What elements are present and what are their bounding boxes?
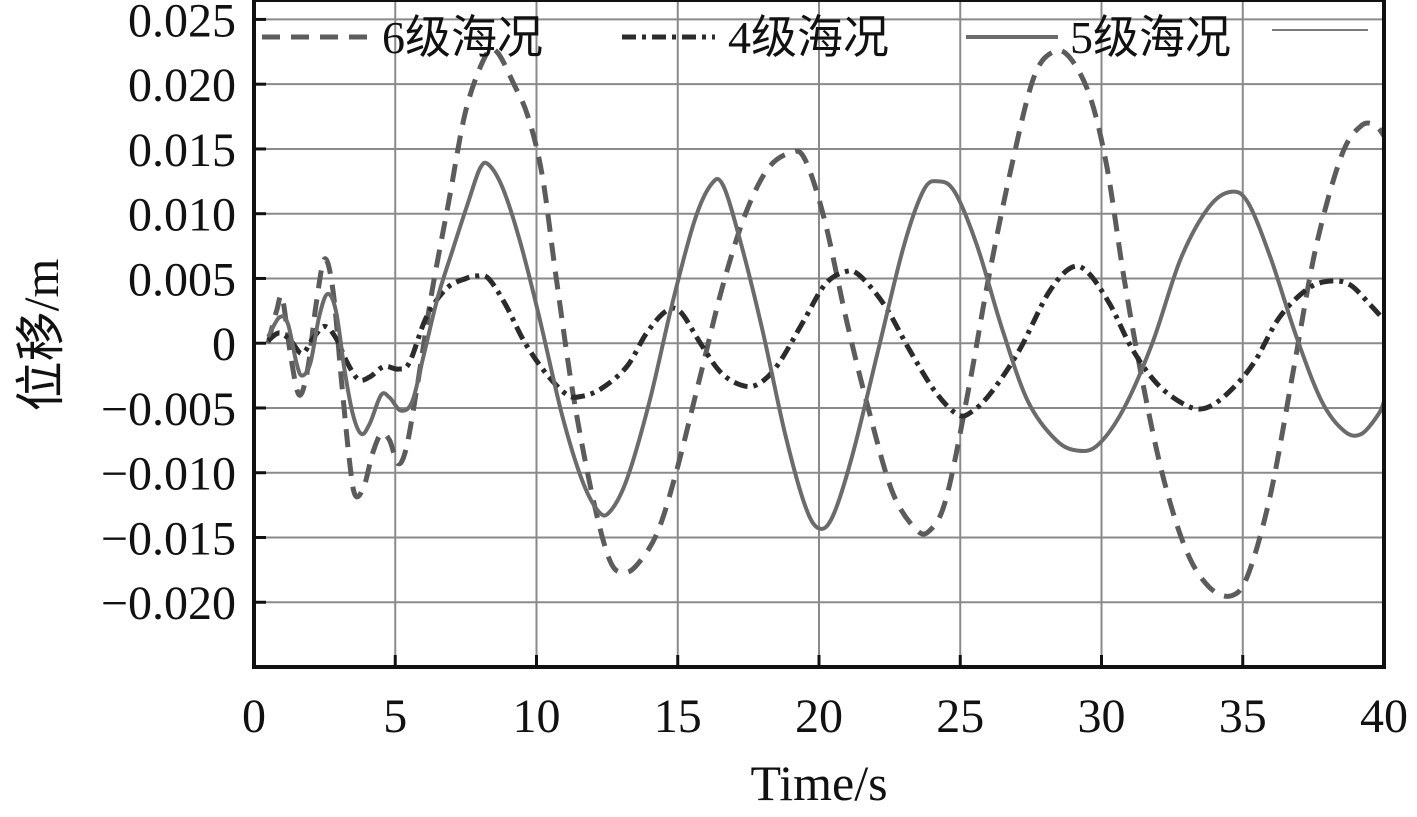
legend-label-5级海况: 5级海况 xyxy=(1070,12,1231,63)
y-tick-label--0.01: −0.010 xyxy=(101,448,236,501)
y-axis-ticks: 0.025 0.020 0.015 0.010 0.005 0 −0.005 −0.010 −0… xyxy=(101,0,266,630)
x-tick-label-35: 35 xyxy=(1219,690,1267,743)
legend-label-6级海况: 6级海况 xyxy=(382,12,543,63)
series-line-5级海况 xyxy=(266,160,1386,531)
y-tick-label--0.02: −0.020 xyxy=(101,577,236,630)
x-tick-label-0: 0 xyxy=(242,690,266,743)
legend: 6级海况 4级海况 5级海况 xyxy=(262,12,1368,63)
x-tick-label-20: 20 xyxy=(795,690,843,743)
y-tick-label--0.015: −0.015 xyxy=(101,512,236,565)
y-tick-label-0.02: 0.020 xyxy=(128,59,236,112)
x-tick-label-30: 30 xyxy=(1078,690,1126,743)
series-lines xyxy=(265,45,1387,599)
series-line-4级海况 xyxy=(266,263,1386,419)
x-tick-label-40: 40 xyxy=(1360,690,1408,743)
x-axis-title: Time/s xyxy=(750,755,887,811)
y-tick-label-0.005: 0.005 xyxy=(128,253,236,306)
y-axis-title: 位移/m xyxy=(13,259,69,412)
y-tick-label-0.015: 0.015 xyxy=(128,124,236,177)
x-tick-label-15: 15 xyxy=(654,690,702,743)
grid-lines xyxy=(254,0,1384,667)
x-axis-ticks: 0 5 10 15 20 25 30 35 40 xyxy=(242,655,1408,743)
y-tick-label-0: 0 xyxy=(212,318,236,371)
y-tick-label-0.01: 0.010 xyxy=(128,189,236,242)
legend-label-4级海况: 4级海况 xyxy=(728,12,889,63)
x-tick-label-10: 10 xyxy=(513,690,561,743)
x-tick-label-5: 5 xyxy=(383,690,407,743)
y-tick-label-0.025: 0.025 xyxy=(128,0,236,47)
x-tick-label-25: 25 xyxy=(936,690,984,743)
y-tick-label--0.005: −0.005 xyxy=(101,383,236,436)
series-line-6级海况 xyxy=(265,45,1387,599)
